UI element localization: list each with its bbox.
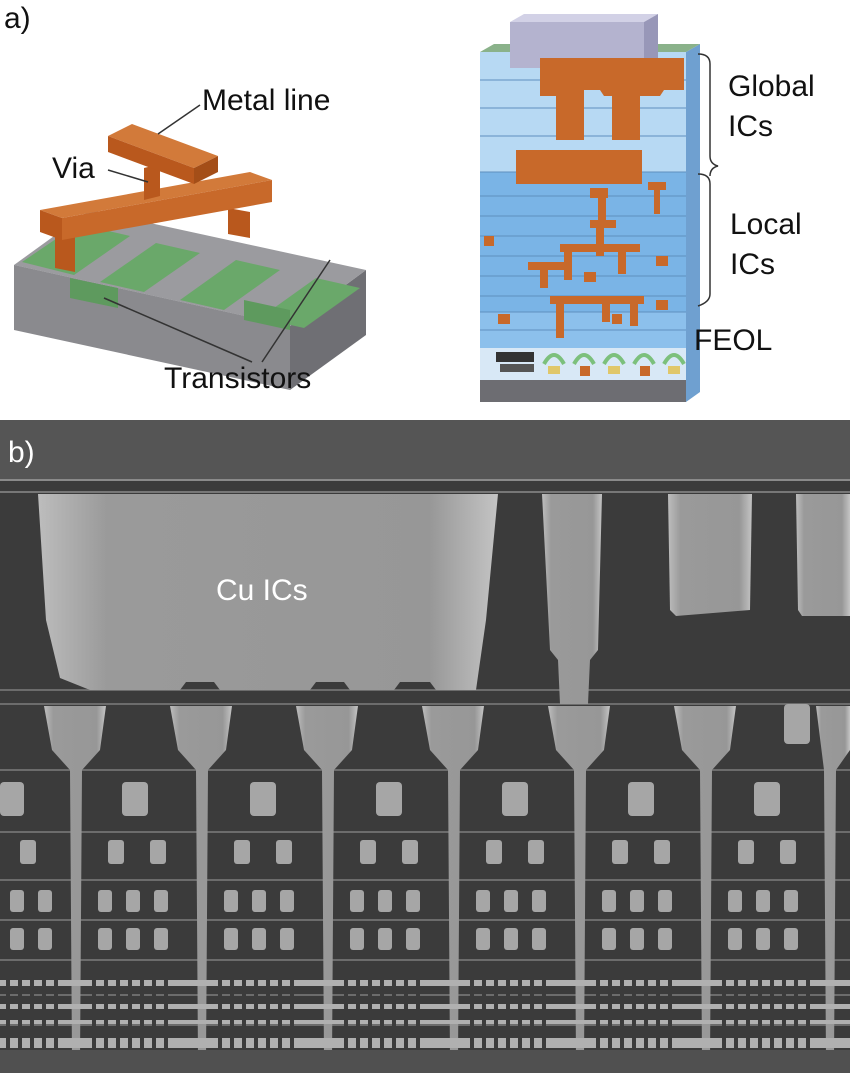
transistor-front-1 [70, 278, 118, 308]
transistors-label: Transistors [164, 362, 312, 395]
via-label: Via [52, 152, 95, 185]
sem-cross-section [0, 420, 850, 1073]
panel-a: a) Metal line Via Transistors [0, 0, 850, 420]
feol-label: FEOL [694, 324, 773, 357]
cu-ics-label: Cu ICs [216, 574, 308, 607]
panel-b-sem-image: b) Cu ICs [0, 420, 850, 1073]
substrate-side [290, 270, 366, 390]
dense-bottom-gaps [6, 975, 810, 1050]
feol-transistors [496, 352, 686, 376]
upper-metal-line-top [108, 124, 218, 168]
transistor-3 [180, 260, 280, 310]
via-leader [107, 169, 149, 183]
upper-metal-line-front [108, 136, 194, 184]
via [144, 164, 160, 200]
metal-line-label: Metal line [202, 84, 331, 117]
metal-line-leader [157, 104, 201, 135]
via-post-left [55, 230, 75, 272]
via-funnel-row [44, 706, 850, 1060]
cap-side [644, 14, 658, 68]
global-bracket [697, 53, 719, 177]
stack-schematic [480, 14, 719, 402]
stack-side [686, 44, 700, 402]
local-copper-group [484, 182, 668, 338]
global-copper-top [540, 58, 684, 140]
panel-a-label: a) [4, 2, 31, 35]
small-pads-row-1 [0, 704, 810, 816]
transistor-leader-1 [103, 297, 253, 363]
transistor-leader-2 [261, 259, 331, 363]
global-copper-bottom [516, 150, 642, 184]
upper-metal-line-side [194, 156, 218, 184]
global-ics-label-1: Global [728, 70, 815, 103]
via-post-right [228, 208, 250, 238]
small-pads-rows [10, 840, 798, 950]
substrate-layer [480, 380, 686, 402]
dense-bottom-layers [0, 980, 850, 1048]
transistor-2 [100, 243, 200, 292]
cu-global-block [38, 494, 498, 690]
local-ics-label-2: ICs [730, 248, 775, 281]
transistor-1 [22, 224, 130, 275]
transistor-front-4 [244, 300, 290, 330]
panel-b-label: b) [8, 436, 35, 469]
local-bracket [697, 173, 711, 307]
local-ics-label-1: Local [730, 208, 802, 241]
cap-top [510, 14, 658, 22]
local-dielectric [480, 172, 686, 312]
lower-metal-line-front [40, 210, 62, 240]
global-ics-label-2: ICs [728, 110, 773, 143]
lower-metal-line-front2 [62, 180, 272, 240]
interconnect-schematic [14, 104, 366, 390]
